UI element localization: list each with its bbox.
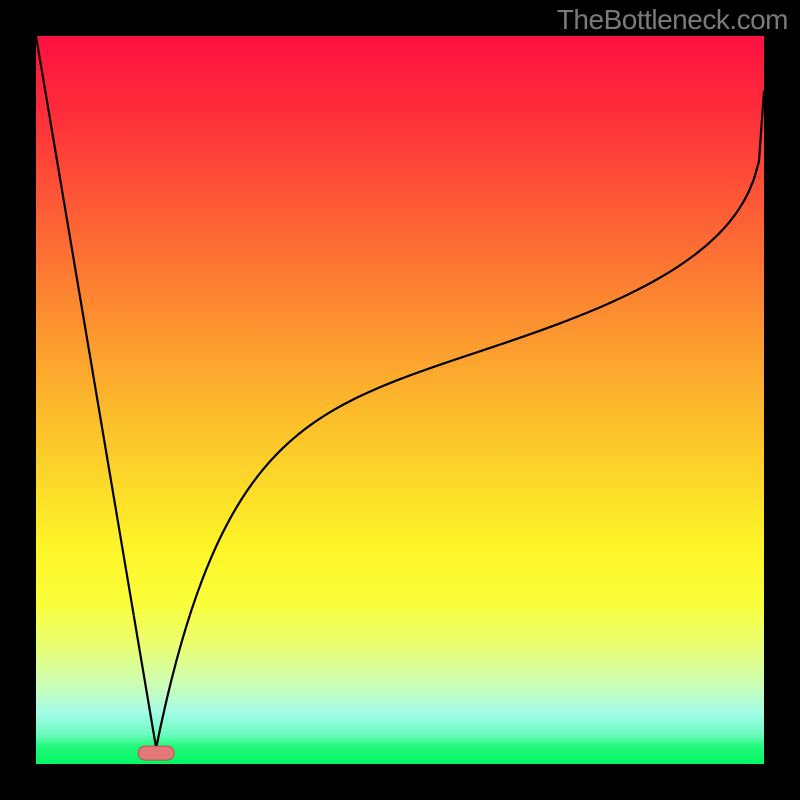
chart-canvas — [0, 0, 800, 800]
plot-background — [36, 36, 764, 764]
optimal-point-marker — [138, 746, 174, 760]
watermark-text: TheBottleneck.com — [557, 4, 788, 36]
bottleneck-chart: TheBottleneck.com — [0, 0, 800, 800]
band-divider — [36, 615, 764, 616]
